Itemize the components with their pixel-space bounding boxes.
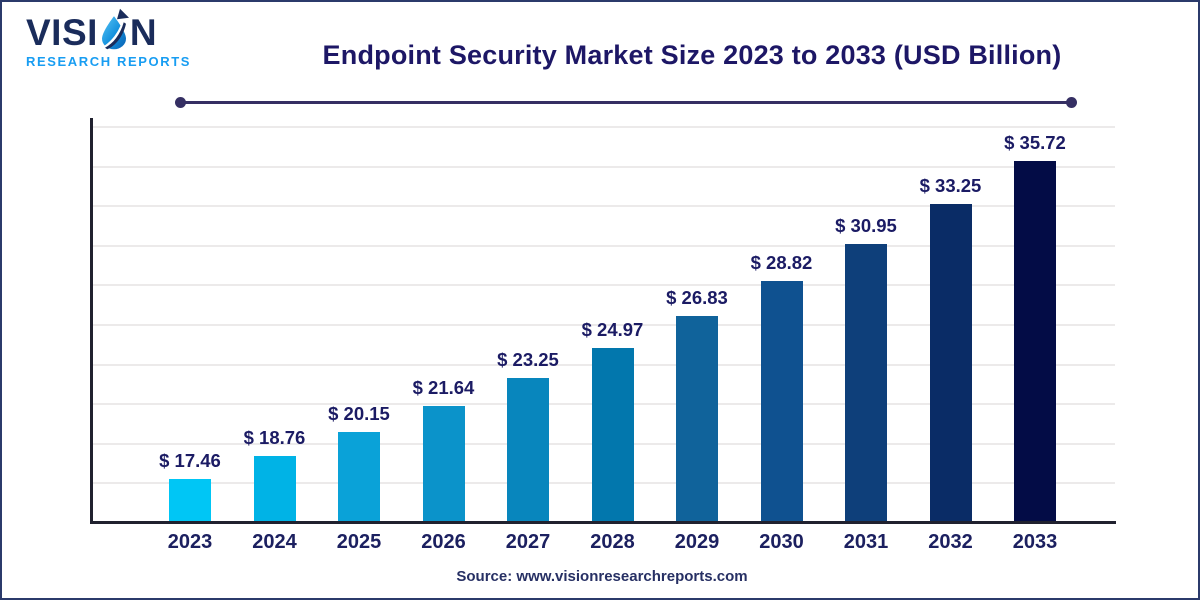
gridline — [92, 284, 1115, 287]
bar-2023 — [169, 479, 211, 522]
bar-value-label: $ 33.25 — [919, 174, 982, 196]
bar-2029 — [676, 315, 718, 522]
x-axis-labels: 2023 2024 2025 2026 2027 2028 2029 2030 2031 2032… — [92, 531, 1115, 557]
gridline — [92, 126, 1115, 128]
divider-dot-right — [1066, 97, 1077, 108]
x-axis-label: 2029 — [674, 531, 720, 553]
bar-value-label: $ 35.72 — [1004, 131, 1066, 153]
bar-2033 — [1014, 160, 1056, 522]
bar-value-label: $ 30.95 — [835, 214, 897, 236]
bar-value-label: $ 24.97 — [581, 319, 644, 341]
gridline — [92, 205, 1115, 208]
x-axis-label: 2033 — [1012, 531, 1058, 553]
x-axis-label: 2030 — [759, 531, 804, 553]
gridline — [92, 244, 1115, 247]
brand-text-right: N — [129, 12, 158, 53]
y-axis-line — [90, 118, 93, 524]
brand-subtitle: RESEARCH REPORTS — [26, 54, 192, 69]
x-axis-label: 2025 — [336, 531, 382, 553]
x-axis-line — [90, 521, 1116, 524]
source-text: Source: www.visionresearchreports.com — [456, 568, 748, 585]
x-axis-label: 2023 — [167, 531, 213, 553]
bar-2026 — [422, 406, 465, 522]
bar-value-label: $ 23.25 — [497, 349, 559, 371]
plot-area: $ 17.46 $ 18.76 $ 20.15 $ 21.64 $ 23.25 $ 24.… — [92, 126, 1115, 522]
bar-2024 — [253, 456, 296, 522]
gridline — [92, 165, 1115, 168]
brand-text-left: VISI — [26, 12, 98, 53]
chart-title: Endpoint Security Market Size 2023 to 20… — [322, 40, 1062, 70]
brand-name: VISI N — [26, 8, 196, 53]
bar-2025 — [338, 432, 380, 522]
title-divider-line — [175, 97, 1077, 108]
bar-value-label: $ 18.76 — [243, 427, 306, 449]
bar-value-label: $ 28.82 — [750, 251, 813, 273]
x-axis-label: 2027 — [505, 531, 551, 553]
bar-2030 — [760, 280, 803, 522]
x-axis-label: 2026 — [421, 531, 466, 553]
x-axis-label: 2024 — [252, 531, 297, 553]
bar-2027 — [507, 378, 549, 522]
bar-value-label: $ 17.46 — [159, 450, 221, 472]
bar-2032 — [929, 203, 972, 522]
bar-value-label: $ 21.64 — [412, 377, 475, 399]
x-axis-label: 2031 — [843, 531, 889, 553]
bar-value-label: $ 20.15 — [328, 403, 390, 425]
gridline — [92, 324, 1115, 326]
logo-droplet-arrow-icon — [99, 7, 129, 51]
bar-2028 — [591, 348, 634, 522]
bar-2031 — [845, 243, 887, 522]
bar-value-label: $ 26.83 — [666, 286, 728, 308]
x-axis-label: 2028 — [590, 531, 635, 553]
brand-logo: VISI N RESEARCH — [26, 8, 196, 69]
divider-dot-left — [175, 97, 186, 108]
x-axis-label: 2032 — [928, 531, 973, 553]
